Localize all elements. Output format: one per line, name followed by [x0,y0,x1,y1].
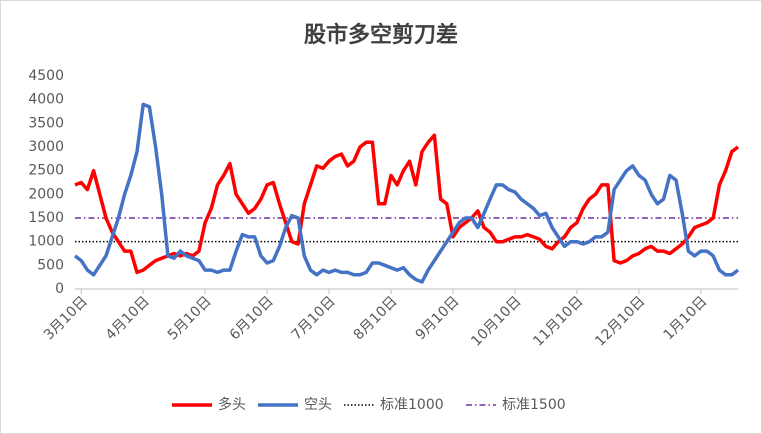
legend-label: 标准1000 [380,397,444,413]
y-tick-label: 1000 [28,234,64,250]
legend-label: 空头 [304,397,332,413]
y-tick-label: 0 [55,281,64,297]
y-tick-label: 4500 [28,68,64,84]
y-tick-label: 2500 [28,163,64,179]
y-tick-label: 3500 [28,115,64,131]
y-tick-label: 4000 [28,92,64,108]
series-line [73,102,740,284]
legend-label: 多头 [218,396,246,413]
legend-label: 标准1500 [502,397,566,413]
chart-title: 股市多空剪刀差 [304,22,458,48]
y-tick-label: 3000 [28,139,64,155]
y-tick-label: 2000 [28,186,64,202]
y-tick-label: 1500 [28,210,64,226]
y-tick-label: 500 [37,257,64,273]
